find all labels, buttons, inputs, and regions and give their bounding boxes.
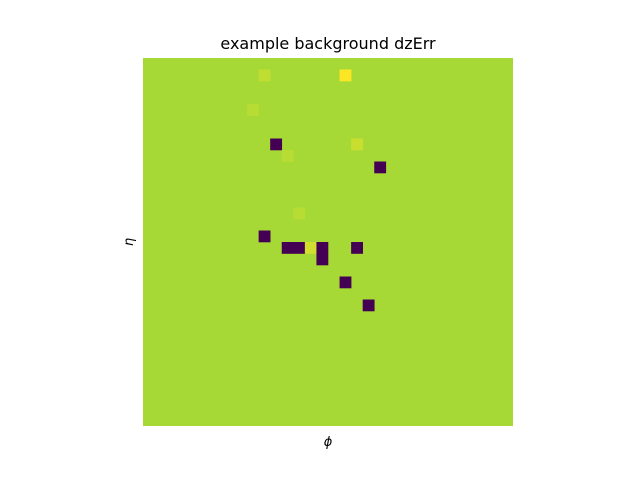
plot-area [143, 58, 513, 426]
heatmap-cell [304, 242, 317, 254]
chart-title: example background dzErr [220, 34, 436, 53]
heatmap-cell [258, 69, 271, 82]
heatmap-cell [247, 104, 259, 116]
heatmap-cell [351, 242, 363, 254]
heatmap-cell [270, 138, 283, 151]
heatmap-cell [281, 150, 294, 162]
heatmap-cell [281, 242, 294, 254]
heatmap-cell [339, 69, 352, 82]
heatmap-cell [374, 161, 387, 174]
heatmap-cell [362, 299, 375, 312]
y-axis-label: η [122, 238, 137, 246]
heatmap-cell [293, 242, 306, 254]
heatmap-cell [293, 207, 306, 220]
heatmap-cell [258, 230, 271, 243]
heatmap-cell [316, 253, 329, 266]
heatmap-cell [351, 138, 363, 151]
heatmap-cell [339, 276, 352, 289]
x-axis-label: ϕ [324, 435, 333, 450]
heatmap-cell [316, 242, 329, 254]
